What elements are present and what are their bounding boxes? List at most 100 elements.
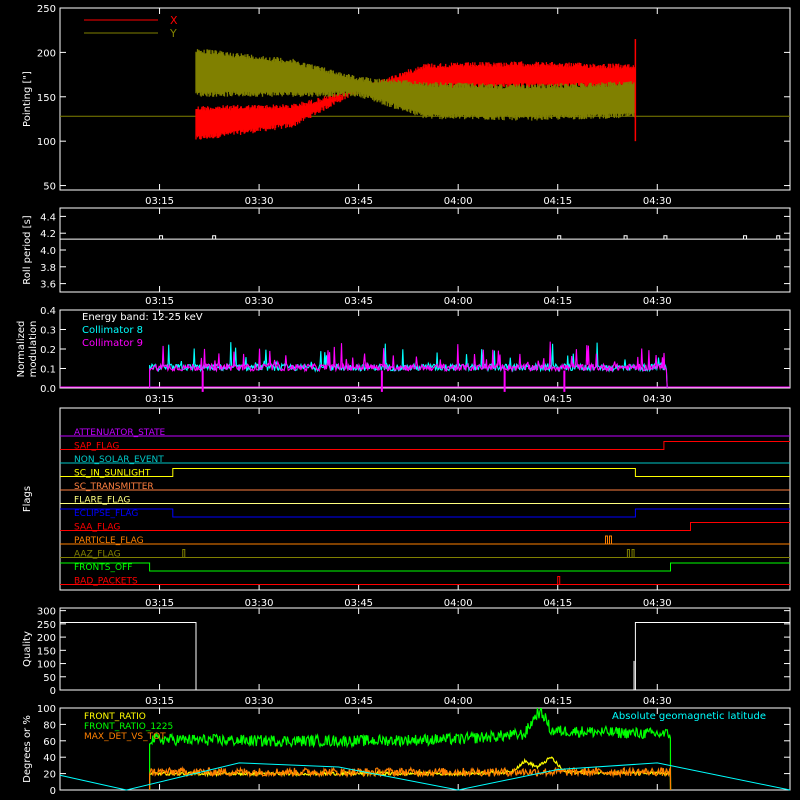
flag-spike bbox=[608, 535, 612, 544]
x-tick-label: 04:00 bbox=[444, 196, 473, 207]
y-tick-label: 150 bbox=[37, 646, 56, 657]
flag-eclipse-flag-label: ECLIPSE_FLAG bbox=[74, 509, 138, 519]
x-tick-label: 03:15 bbox=[145, 598, 174, 609]
x-tick-label: 03:45 bbox=[344, 598, 373, 609]
x-tick-label: 03:30 bbox=[245, 296, 274, 307]
x-tick-label: 04:00 bbox=[444, 394, 473, 405]
y-axis-label: Quality bbox=[22, 631, 33, 667]
y-tick-label: 0 bbox=[50, 686, 56, 697]
y-tick-label: 200 bbox=[37, 48, 56, 59]
y-tick-label: 100 bbox=[37, 660, 56, 671]
flag-sap-flag-line bbox=[60, 441, 790, 450]
flag-sc-in-sunlight-line bbox=[60, 468, 790, 477]
panel-flags: 03:15 03:30 03:45 04:00 04:15 04:30 Flags ATTEN… bbox=[22, 407, 791, 609]
modulation-dips bbox=[201, 370, 566, 392]
x-tick-label: 03:30 bbox=[245, 394, 274, 405]
flag-fronts-off-line bbox=[60, 562, 790, 572]
x-tick-label: 04:15 bbox=[543, 696, 572, 707]
plot-frame bbox=[59, 707, 791, 791]
y-tick-label: 0.2 bbox=[40, 345, 56, 356]
x-tick-label: 04:30 bbox=[643, 696, 672, 707]
flag-spike bbox=[182, 549, 186, 558]
flag-spike bbox=[605, 535, 609, 544]
y-tick-label: 60 bbox=[43, 737, 56, 748]
y-tick-label: 0.1 bbox=[40, 365, 56, 376]
flag-sap-flag-label: SAP_FLAG bbox=[74, 442, 119, 452]
y-axis-label: Normalized bbox=[16, 321, 27, 378]
y-axis-label: Flags bbox=[22, 486, 33, 512]
y-axis-label: Pointing ["] bbox=[22, 71, 33, 127]
x-tick-label: 03:45 bbox=[344, 296, 373, 307]
x-tick-label: 04:15 bbox=[543, 296, 572, 307]
legend-max-det-vs-tot-label: MAX_DET_VS_TOT bbox=[84, 732, 166, 742]
x-tick-label: 03:15 bbox=[145, 696, 174, 707]
flag-sc-in-sunlight-label: SC_IN_SUNLIGHT bbox=[74, 469, 151, 479]
series-max-det-vs-tot-line bbox=[148, 765, 672, 791]
y-axis-label: Roll period [s] bbox=[22, 215, 33, 284]
x-tick-label: 04:00 bbox=[444, 296, 473, 307]
x-tick-label: 03:30 bbox=[245, 696, 274, 707]
flag-sc-transmitter-label: SC_TRANSMITTER bbox=[74, 482, 154, 492]
y-tick-label: 80 bbox=[43, 720, 56, 731]
y-tick-label: 4.2 bbox=[40, 229, 56, 240]
y-tick-label: 100 bbox=[37, 137, 56, 148]
x-tick-label: 04:15 bbox=[543, 394, 572, 405]
quality-line bbox=[60, 622, 790, 691]
x-tick-label: 04:00 bbox=[444, 696, 473, 707]
plot-frame bbox=[59, 7, 791, 191]
x-tick-label: 04:30 bbox=[643, 196, 672, 207]
y-axis-label: Degrees or % bbox=[22, 715, 33, 783]
y-tick-label: 150 bbox=[37, 93, 56, 104]
y-axis-label: modulation bbox=[28, 321, 39, 378]
series-front-ratio-1225-line bbox=[148, 707, 672, 791]
flag-fronts-off-label: FRONTS_OFF bbox=[74, 563, 132, 573]
flag-attenuator-state-label: ATTENUATOR_STATE bbox=[74, 428, 166, 438]
series-collimator-9-line bbox=[149, 341, 668, 389]
x-tick-label: 03:45 bbox=[344, 696, 373, 707]
y-tick-label: 0.0 bbox=[40, 384, 56, 395]
x-tick-label: 04:15 bbox=[543, 598, 572, 609]
energy-band-annotation: Energy band: 12-25 keV bbox=[82, 312, 203, 323]
legend-front-ratio-1225-label: FRONT_RATIO_1225 bbox=[84, 722, 173, 732]
flag-saa-flag-line bbox=[60, 522, 790, 531]
series-absolute-geomagnetic-latitude-line bbox=[59, 762, 791, 791]
series-y-line bbox=[195, 49, 636, 121]
legend-x-label: X bbox=[170, 14, 178, 27]
y-tick-label: 250 bbox=[37, 620, 56, 631]
flag-aaz-flag-label: AAZ_FLAG bbox=[74, 550, 121, 560]
flag-spike bbox=[626, 549, 630, 558]
panel-roll: 03:15 03:30 03:45 04:00 04:15 04:30 3.6 3.8 4.0 4… bbox=[22, 207, 791, 307]
x-tick-label: 04:00 bbox=[444, 598, 473, 609]
x-tick-label: 03:15 bbox=[145, 296, 174, 307]
y-tick-label: 50 bbox=[43, 673, 56, 684]
x-tick-label: 03:15 bbox=[145, 196, 174, 207]
panel-pointing: 03:15 03:30 03:45 04:00 04:15 04:30 50 100 150 20… bbox=[22, 4, 791, 207]
plot-frame bbox=[59, 407, 791, 591]
y-tick-label: 300 bbox=[37, 607, 56, 618]
y-tick-label: 40 bbox=[43, 753, 56, 764]
y-tick-label: 3.8 bbox=[40, 263, 56, 274]
panels-group: 03:15 03:30 03:45 04:00 04:15 04:30 50 100 150 20… bbox=[16, 4, 791, 797]
flag-flare-flag-label: FLARE_FLAG bbox=[74, 496, 130, 506]
y-tick-label: 200 bbox=[37, 633, 56, 644]
y-tick-label: 0 bbox=[50, 786, 56, 797]
panel-ratios: 0 20 40 60 80 100 Degrees or % FRONT_RATIOFRONT… bbox=[22, 704, 791, 797]
x-tick-label: 04:30 bbox=[643, 296, 672, 307]
x-tick-label: 03:30 bbox=[245, 196, 274, 207]
roll-period-line bbox=[60, 235, 790, 240]
legend-y-label: Y bbox=[169, 27, 177, 40]
legend-collimator-9-label: Collimator 9 bbox=[82, 338, 143, 349]
y-tick-label: 250 bbox=[37, 4, 56, 15]
flag-spike bbox=[631, 549, 635, 558]
flag-saa-flag-label: SAA_FLAG bbox=[74, 523, 120, 533]
y-tick-label: 0.3 bbox=[40, 326, 56, 337]
x-tick-label: 04:30 bbox=[643, 598, 672, 609]
y-tick-label: 100 bbox=[37, 704, 56, 715]
y-tick-label: 3.6 bbox=[40, 280, 56, 291]
panel-quality: 03:15 03:30 03:45 04:00 04:15 04:30 0 50 100 150 2… bbox=[22, 607, 791, 707]
flag-eclipse-flag-line bbox=[60, 508, 790, 518]
panel-modulation: 03:15 03:30 03:45 04:00 04:15 04:30 0.0 0.1 0.2 0… bbox=[16, 306, 791, 405]
legend-collimator-8-label: Collimator 8 bbox=[82, 325, 143, 336]
x-tick-label: 03:45 bbox=[344, 394, 373, 405]
